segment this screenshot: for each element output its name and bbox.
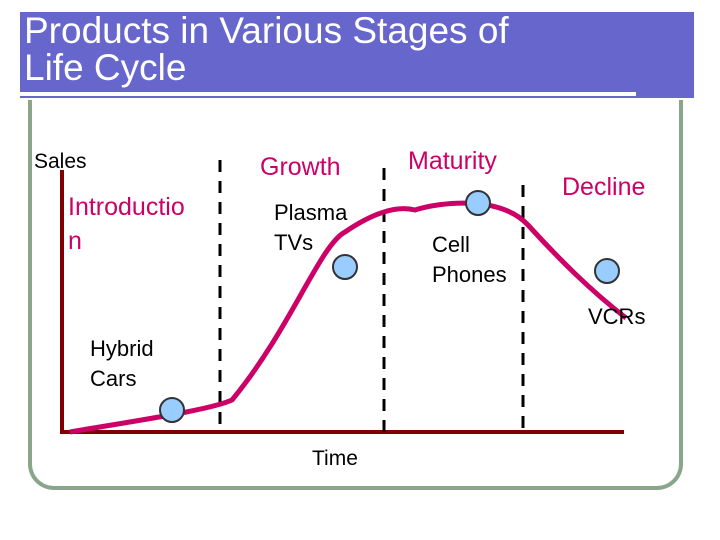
- title-band: [20, 12, 694, 98]
- stage-growth: Growth: [260, 153, 341, 181]
- x-axis-label: Time: [312, 447, 358, 470]
- stage-introduction: Introductio n: [68, 193, 185, 255]
- page-title: Products in Various Stages of Life Cycle: [24, 10, 509, 88]
- life-cycle-curve: [69, 200, 628, 435]
- label-cell-phones: Cell Phones: [432, 232, 507, 287]
- marker-plasma-tvs: [332, 254, 358, 280]
- label-vcrs: VCRs: [588, 304, 646, 329]
- marker-hybrid-cars: [159, 397, 185, 423]
- marker-vcrs: [594, 258, 620, 284]
- stage-decline: Decline: [562, 173, 646, 201]
- label-plasma-tvs: Plasma TVs: [274, 200, 348, 255]
- marker-cell-phones: [465, 190, 491, 216]
- stage-maturity: Maturity: [408, 147, 497, 175]
- content-frame: [28, 100, 683, 490]
- label-hybrid-cars: Hybrid Cars: [90, 336, 154, 391]
- title-underline: [0, 92, 636, 96]
- y-axis-label: Sales: [34, 150, 87, 173]
